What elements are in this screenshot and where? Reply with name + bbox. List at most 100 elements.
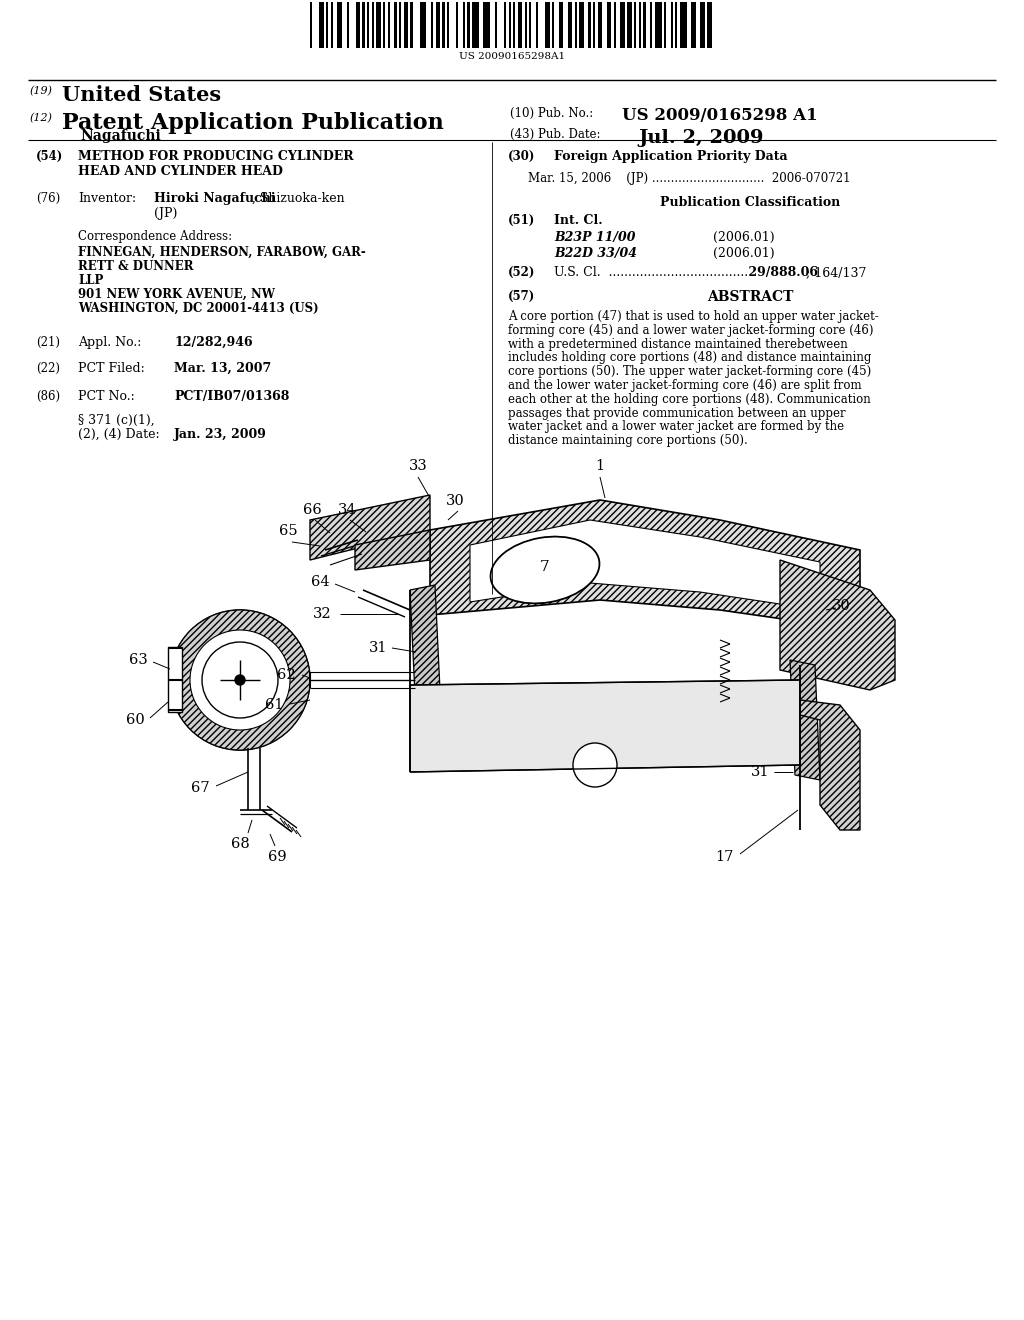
Text: 29/888.06: 29/888.06 [744,267,818,279]
Text: with a predetermined distance maintained therebetween: with a predetermined distance maintained… [508,338,848,351]
Text: 68: 68 [230,837,250,851]
Bar [495,3,498,48]
Bar [643,3,645,48]
Text: A core portion (47) that is used to hold an upper water jacket-: A core portion (47) that is used to hold… [508,310,879,323]
Text: (21): (21) [36,337,60,348]
Text: forming core (45) and a lower water jacket-forming core (46): forming core (45) and a lower water jack… [508,323,873,337]
Text: (2), (4) Date:: (2), (4) Date: [78,428,160,441]
Bar [403,3,409,48]
Bar [628,3,632,48]
Text: (76): (76) [36,191,60,205]
Text: , Shizuoka-ken: , Shizuoka-ken [252,191,345,205]
Text: WASHINGTON, DC 20001-4413 (US): WASHINGTON, DC 20001-4413 (US) [78,302,318,315]
Text: LLP: LLP [78,275,103,286]
Polygon shape [310,495,430,560]
Bar [654,3,662,48]
Bar [463,3,465,48]
Bar [536,3,539,48]
Text: Patent Application Publication: Patent Application Publication [62,112,443,135]
Text: each other at the holding core portions (48). Communication: each other at the holding core portions … [508,393,870,405]
Text: (2006.01): (2006.01) [713,247,774,260]
Text: PCT/IB07/01368: PCT/IB07/01368 [174,389,290,403]
Text: 66: 66 [303,503,322,517]
Text: FINNEGAN, HENDERSON, FARABOW, GAR-: FINNEGAN, HENDERSON, FARABOW, GAR- [78,246,366,259]
Bar [529,3,531,48]
Text: (57): (57) [508,290,536,304]
Bar [372,3,374,48]
Bar [650,3,652,48]
Bar [680,3,687,48]
Text: PCT No.:: PCT No.: [78,389,135,403]
Bar [431,3,433,48]
Bar [700,3,705,48]
Bar [435,3,440,48]
Bar [621,3,625,48]
Bar [639,3,641,48]
Polygon shape [780,560,895,690]
Bar [552,3,554,48]
Text: (52): (52) [508,267,536,279]
Bar [675,3,678,48]
Text: 34: 34 [338,503,356,517]
Text: Mar. 15, 2006    (JP) ..............................  2006-070721: Mar. 15, 2006 (JP) .....................… [528,172,851,185]
Bar [504,3,506,48]
Text: Correspondence Address:: Correspondence Address: [78,230,232,243]
Text: 7: 7 [541,560,550,574]
Text: US 2009/0165298 A1: US 2009/0165298 A1 [622,107,817,124]
Bar [310,3,312,48]
Text: 67: 67 [191,781,210,795]
Bar [483,3,490,48]
Text: 32: 32 [313,607,332,620]
Text: (51): (51) [508,214,536,227]
Text: passages that provide communication between an upper: passages that provide communication betw… [508,407,846,420]
Polygon shape [430,500,860,630]
Bar [691,3,695,48]
Bar [580,3,584,48]
Text: Foreign Application Priority Data: Foreign Application Priority Data [554,150,787,162]
Bar [337,3,342,48]
Polygon shape [800,700,860,830]
Wedge shape [170,610,310,750]
Bar [319,3,324,48]
Bar [664,3,666,48]
Bar [420,3,426,48]
Bar [671,3,673,48]
Text: (22): (22) [36,362,60,375]
Bar [598,3,602,48]
Text: 30: 30 [831,599,851,612]
Text: 61: 61 [265,698,284,711]
Text: Jan. 23, 2009: Jan. 23, 2009 [174,428,267,441]
Text: PCT Filed:: PCT Filed: [78,362,144,375]
Text: (43) Pub. Date:: (43) Pub. Date: [510,128,600,141]
Bar [472,3,479,48]
Text: United States: United States [62,84,221,106]
Text: B22D 33/04: B22D 33/04 [554,247,637,260]
Bar [568,3,572,48]
Text: (10) Pub. No.:: (10) Pub. No.: [510,107,593,120]
Text: METHOD FOR PRODUCING CYLINDER: METHOD FOR PRODUCING CYLINDER [78,150,353,162]
Text: 63: 63 [129,653,148,667]
Text: RETT & DUNNER: RETT & DUNNER [78,260,194,273]
Bar [468,3,470,48]
Text: (2006.01): (2006.01) [713,231,774,244]
Bar [513,3,515,48]
Text: (54): (54) [36,150,63,162]
Bar [456,3,459,48]
Text: (12): (12) [30,114,53,123]
Text: HEAD AND CYLINDER HEAD: HEAD AND CYLINDER HEAD [78,165,283,178]
Bar [545,3,550,48]
Circle shape [234,675,245,685]
Polygon shape [410,680,800,772]
Text: Nagafuchi: Nagafuchi [80,129,161,143]
Text: 60: 60 [126,713,145,727]
Text: 65: 65 [279,524,297,539]
Text: (19): (19) [30,86,53,96]
Text: B23P 11/00: B23P 11/00 [554,231,636,244]
Bar [362,3,365,48]
Bar [613,3,615,48]
Text: Inventor:: Inventor: [78,191,136,205]
Text: 62: 62 [278,668,296,682]
Bar [559,3,563,48]
Polygon shape [355,531,430,570]
Bar [376,3,381,48]
